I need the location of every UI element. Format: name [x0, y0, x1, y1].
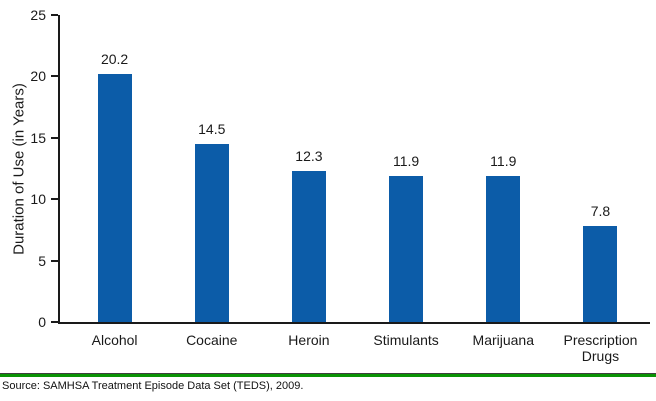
category-label: Cocaine: [186, 332, 238, 348]
bar: [194, 144, 229, 322]
separator-line: [0, 373, 656, 377]
y-tick-mark: [51, 75, 58, 78]
y-tick-label: 25: [30, 7, 46, 23]
y-tick-mark: [51, 259, 58, 262]
bar-slot: 12.3: [260, 15, 357, 322]
bars-row: 20.2 14.5 12.3 11.9 11.9 7.8: [66, 15, 649, 322]
bar-slot: 14.5: [163, 15, 260, 322]
bar: [583, 226, 618, 322]
bar: [486, 176, 521, 322]
bar-value-label: 11.9: [490, 153, 517, 169]
category-label: Alcohol: [91, 332, 138, 348]
bar: [389, 176, 424, 322]
bar-value-label: 20.2: [100, 51, 129, 67]
source-text: Source: SAMHSA Treatment Episode Data Se…: [2, 380, 304, 392]
bar-value-label: 14.5: [198, 121, 226, 137]
x-axis-line: [58, 322, 650, 324]
plot-area: 20.2 14.5 12.3 11.9 11.9 7.8: [58, 15, 650, 322]
category-label: Marijuana: [472, 332, 535, 348]
bar-slot: 7.8: [552, 15, 649, 322]
y-tick-mark: [51, 14, 58, 16]
y-tick-label: 20: [30, 68, 46, 85]
y-tick-mark: [51, 136, 58, 139]
bar-slot: 11.9: [358, 15, 455, 322]
category-labels-row: Alcohol Cocaine Heroin Stimulants Marijuana P…: [66, 332, 649, 364]
separator-green-rule: [0, 374, 656, 377]
y-axis-title: Duration of Use (in Years): [10, 83, 28, 255]
category-label: Prescription Drugs: [563, 332, 638, 364]
y-tick-label: 15: [30, 129, 46, 146]
bar: [291, 171, 326, 322]
bar-slot: 11.9: [455, 15, 552, 322]
bar-slot: 20.2: [66, 15, 163, 322]
y-tick-mark: [51, 321, 58, 323]
y-tick-label: 5: [38, 252, 46, 269]
category-label: Stimulants: [373, 332, 439, 348]
y-axis-line: [58, 15, 60, 324]
bar-value-label: 11.9: [392, 153, 420, 169]
y-tick-mark: [51, 198, 58, 201]
bar: [97, 74, 132, 322]
y-tick-label: 10: [30, 191, 46, 208]
separator-top-edge: [0, 373, 656, 374]
bar-value-label: 12.3: [295, 148, 323, 164]
bar-value-label: 7.8: [590, 203, 611, 219]
y-tick-label: 0: [38, 314, 46, 330]
category-label: Heroin: [288, 332, 330, 348]
